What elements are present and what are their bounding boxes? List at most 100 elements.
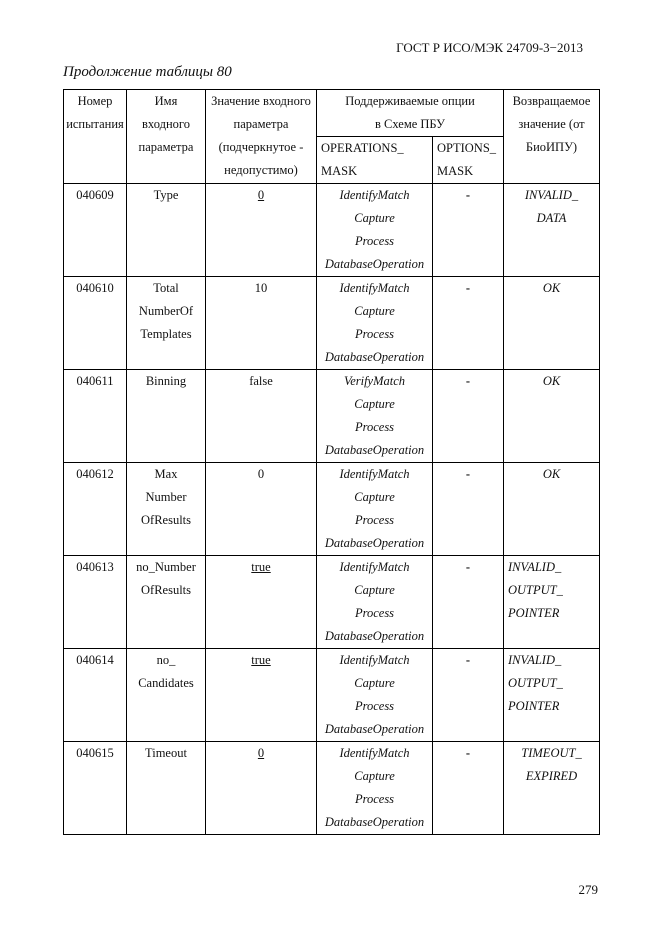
cell-return-value: INVALID_ OUTPUT_ POINTER: [503, 555, 600, 649]
text-line: (подчеркнутое -: [218, 140, 304, 154]
text-line: Возвращаемое: [512, 94, 591, 108]
text-line: Значение входного: [211, 94, 311, 108]
cell-operations-mask: IdentifyMatch Capture Process DatabaseOpera…: [316, 648, 433, 742]
text-line: входного: [142, 117, 190, 131]
text-line: Capture: [354, 769, 395, 783]
text-line: Templates: [140, 327, 192, 341]
text-line: INVALID_: [508, 560, 562, 574]
text-line: DatabaseOperation: [324, 350, 425, 364]
cell-options-mask: -: [432, 648, 504, 742]
text-line: Capture: [354, 304, 395, 318]
text-line: Process: [354, 792, 395, 806]
cell-param-name: no_ Candidates: [126, 648, 206, 742]
cell-param-value: false: [205, 369, 317, 463]
text-line: Process: [354, 699, 395, 713]
cell-options-mask: -: [432, 276, 504, 370]
cell-test-no: 040611: [63, 369, 127, 463]
text-line: DatabaseOperation: [324, 629, 425, 643]
cell-operations-mask: IdentifyMatch Capture Process DatabaseOpera…: [316, 741, 433, 835]
text-line: IdentifyMatch: [339, 188, 410, 202]
cell-options-mask: -: [432, 741, 504, 835]
cell-test-no: 040613: [63, 555, 127, 649]
text-line: недопустимо): [224, 163, 298, 177]
text-line: Type: [153, 188, 179, 202]
table-row: 040615 Timeout 0 IdentifyMatch Capture Proces…: [63, 741, 600, 835]
text-line: OUTPUT_: [508, 676, 563, 690]
text-line: OfResults: [141, 583, 191, 597]
cell-operations-mask: VerifyMatch Capture Process DatabaseOperati…: [316, 369, 433, 463]
cell-test-no: 040612: [63, 462, 127, 556]
cell-return-value: INVALID_ OUTPUT_ POINTER: [503, 648, 600, 742]
cell-param-value: 0: [205, 462, 317, 556]
text-line: Max: [154, 467, 178, 481]
text-line: IdentifyMatch: [339, 560, 410, 574]
header-operations-mask: OPERATIONS_ MASK: [316, 136, 433, 184]
text-line: IdentifyMatch: [339, 746, 410, 760]
text-line: IdentifyMatch: [339, 467, 410, 481]
text-line: Capture: [354, 211, 395, 225]
param-value: 0: [257, 188, 265, 202]
table-row: 040612 Max Number OfResults 0 IdentifyMatch Ca…: [63, 462, 600, 556]
cell-operations-mask: IdentifyMatch Capture Process DatabaseOpera…: [316, 183, 433, 277]
table-row: 040610 Total NumberOf Templates 10 IdentifyMa…: [63, 276, 600, 370]
cell-test-no: 040610: [63, 276, 127, 370]
table-caption: Продолжение таблицы 80: [63, 64, 232, 80]
cell-return-value: OK: [503, 369, 600, 463]
text-line: INVALID_: [524, 188, 579, 202]
table-row: 040611 Binning false VerifyMatch Capture Proc…: [63, 369, 600, 463]
text-line: Capture: [354, 583, 395, 597]
table-row: 040613 no_Number OfResults true IdentifyMatc…: [63, 555, 600, 649]
cell-options-mask: -: [432, 369, 504, 463]
text-line: OK: [542, 374, 561, 388]
text-line: NumberOf: [138, 304, 194, 318]
text-line: DatabaseOperation: [324, 536, 425, 550]
text-line: DATA: [536, 211, 567, 225]
param-value: true: [251, 653, 271, 667]
text-line: Candidates: [138, 676, 194, 690]
text-line: IdentifyMatch: [339, 281, 410, 295]
cell-param-value: true: [205, 555, 317, 649]
cell-return-value: INVALID_ DATA: [503, 183, 600, 277]
cell-return-value: OK: [503, 462, 600, 556]
cell-param-name: Type: [126, 183, 206, 277]
cell-options-mask: -: [432, 183, 504, 277]
text-line: MASK: [321, 164, 358, 178]
cell-operations-mask: IdentifyMatch Capture Process DatabaseOpera…: [316, 276, 433, 370]
text-line: Capture: [354, 490, 395, 504]
text-line: OK: [542, 281, 561, 295]
text-line: POINTER: [508, 606, 560, 620]
header-param-value: Значение входного параметра (подчеркнутое …: [205, 89, 317, 184]
cell-test-no: 040609: [63, 183, 127, 277]
text-line: Capture: [354, 676, 395, 690]
cell-param-value: 10: [205, 276, 317, 370]
text-line: Process: [354, 420, 395, 434]
text-line: параметра: [138, 140, 194, 154]
text-line: Имя: [154, 94, 178, 108]
text-line: Process: [354, 606, 395, 620]
cell-param-name: Timeout: [126, 741, 206, 835]
cell-operations-mask: IdentifyMatch Capture Process DatabaseOpera…: [316, 462, 433, 556]
cell-test-no: 040615: [63, 741, 127, 835]
cell-param-name: Max Number OfResults: [126, 462, 206, 556]
text-line: Process: [354, 234, 395, 248]
param-value: 10: [254, 281, 268, 295]
text-line: no_Number: [136, 560, 196, 574]
text-line: испытания: [66, 117, 124, 131]
text-line: Process: [354, 513, 395, 527]
header-param-name: Имя входного параметра: [126, 89, 206, 184]
cell-param-value: 0: [205, 183, 317, 277]
header-options-mask: OPTIONS_ MASK: [432, 136, 504, 184]
text-line: OUTPUT_: [508, 583, 563, 597]
text-line: OK: [542, 467, 561, 481]
text-line: VerifyMatch: [343, 374, 406, 388]
text-line: Поддерживаемые опции: [345, 94, 475, 108]
cell-param-name: no_Number OfResults: [126, 555, 206, 649]
text-line: OfResults: [141, 513, 191, 527]
text-line: Process: [354, 327, 395, 341]
cell-options-mask: -: [432, 462, 504, 556]
text-line: OPERATIONS_: [321, 141, 404, 155]
text-line: DatabaseOperation: [324, 722, 425, 736]
text-line: Timeout: [145, 746, 187, 760]
text-line: значение (от: [518, 117, 585, 131]
param-value: false: [249, 374, 273, 388]
